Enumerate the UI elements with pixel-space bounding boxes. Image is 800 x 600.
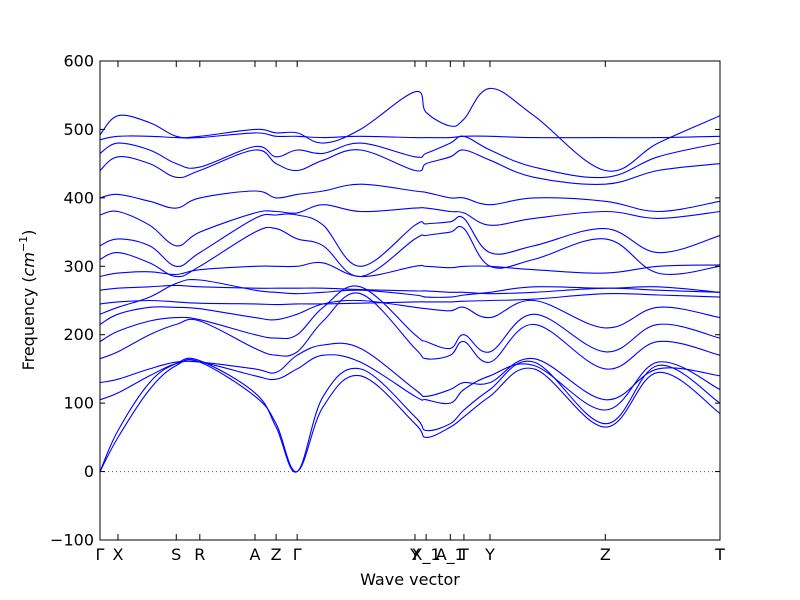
x-tick-label: Z bbox=[271, 545, 282, 564]
x-tick-label: T bbox=[458, 545, 469, 564]
y-axis-label: Frequency (cm−1) bbox=[17, 230, 38, 371]
phonon-branch-9 bbox=[100, 292, 720, 306]
phonon-branch-10 bbox=[100, 284, 720, 295]
x-tick-label: A_1 bbox=[436, 545, 465, 565]
phonon-branch-4 bbox=[100, 342, 720, 401]
x-axis-ticks: Γ X S R A Z Γ YX_1A_1T Y Z T bbox=[96, 61, 725, 565]
y-axis-label-prefix: Frequency ( bbox=[19, 276, 38, 370]
x-tick-label: R bbox=[194, 545, 205, 564]
x-axis-label: Wave vector bbox=[360, 570, 460, 589]
phonon-branch-6 bbox=[100, 285, 720, 353]
phonon-branch-12 bbox=[100, 225, 720, 278]
y-axis-ticks: −100 0 100 200 300 400 500 600 bbox=[50, 52, 720, 550]
y-tick-label: 100 bbox=[63, 394, 94, 413]
y-tick-label: 400 bbox=[63, 188, 94, 207]
phonon-branch-15 bbox=[100, 183, 720, 213]
y-tick-label: −100 bbox=[50, 531, 94, 550]
x-tick-label: Y bbox=[409, 545, 420, 564]
y-tick-label: 300 bbox=[63, 257, 94, 276]
y-axis-label-unit: cm bbox=[19, 252, 38, 276]
y-tick-label: 0 bbox=[84, 462, 94, 481]
phonon-branches bbox=[100, 87, 720, 473]
plot-frame bbox=[99, 60, 721, 541]
y-axis-label-suffix: ) bbox=[19, 230, 38, 236]
phonon-branch-3 bbox=[100, 354, 720, 411]
x-tick-label: S bbox=[171, 545, 181, 564]
phonon-branch-19 bbox=[100, 87, 720, 172]
y-tick-label: 600 bbox=[63, 52, 94, 71]
phonon-branch-18 bbox=[100, 132, 720, 141]
phonon-branch-16 bbox=[100, 149, 720, 185]
x-tick-label: Y bbox=[484, 545, 495, 564]
y-tick-label: 200 bbox=[63, 325, 94, 344]
phonon-branch-14 bbox=[100, 204, 720, 247]
x-tick-label: X_1 bbox=[412, 545, 441, 565]
y-axis-label-exp: −1 bbox=[17, 236, 30, 252]
x-tick-label: Γ bbox=[293, 545, 302, 564]
x-tick-label: X bbox=[112, 545, 123, 564]
phonon-branch-17 bbox=[100, 135, 720, 179]
phonon-branch-7 bbox=[100, 299, 720, 329]
x-tick-label: Γ bbox=[96, 545, 105, 564]
y-tick-label: 500 bbox=[63, 120, 94, 139]
phonon-branch-8 bbox=[100, 278, 720, 315]
phonon-branch-13 bbox=[100, 213, 720, 267]
x-tick-label: T bbox=[714, 545, 725, 564]
x-tick-label: Z bbox=[600, 545, 611, 564]
x-tick-label: A bbox=[250, 545, 261, 564]
phonon-branch-1 bbox=[100, 358, 720, 473]
